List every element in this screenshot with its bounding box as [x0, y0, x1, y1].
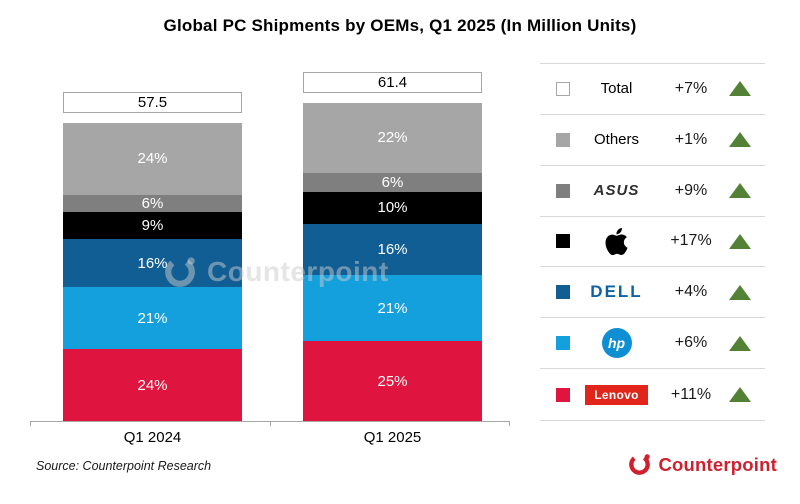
counterpoint-logo-text: Counterpoint	[658, 453, 777, 475]
legend-change-lenovo: +11%	[670, 385, 712, 403]
segment-label-hp: 21%	[377, 299, 408, 317]
legend-row-total: Total +7%	[540, 64, 765, 115]
axis-tick	[509, 421, 510, 426]
total-box-q1-2024: 57.5	[63, 92, 242, 113]
legend-row-hp: hp +6%	[540, 318, 765, 370]
bar-segment-others: 22%	[303, 103, 482, 173]
segment-label-dell: 16%	[137, 254, 168, 272]
legend-change-dell: +4%	[674, 283, 708, 301]
legend-row-lenovo: Lenovo +11%	[540, 369, 765, 420]
apple-swatch	[556, 234, 570, 249]
bar-segment-lenovo: 24%	[63, 349, 242, 421]
segment-label-lenovo: 25%	[377, 372, 408, 390]
up-triangle-icon	[729, 233, 751, 249]
stacked-bar-q1-2025: 22% 6% 10% 16% 21% 25%	[303, 103, 482, 421]
total-value-q1-2025: 61.4	[377, 74, 408, 91]
legend-change-hp: +6%	[674, 334, 708, 352]
bar-segment-dell: 16%	[63, 239, 242, 287]
up-triangle-icon	[729, 335, 751, 351]
bar-segment-others: 24%	[63, 123, 242, 195]
axis-tick	[30, 421, 31, 426]
asus-logo: ASUS	[593, 182, 640, 200]
up-triangle-icon	[729, 132, 751, 148]
up-triangle-icon	[729, 81, 751, 97]
legend-row-dell: DELL +4%	[540, 267, 765, 319]
stacked-bar-q1-2024: 24% 6% 9% 16% 21% 24%	[63, 123, 242, 421]
lenovo-logo: Lenovo	[585, 384, 648, 405]
up-triangle-icon	[729, 387, 751, 403]
legend-change-others: +1%	[674, 130, 708, 148]
lenovo-swatch	[556, 387, 570, 402]
source-note: Source: Counterpoint Research	[36, 459, 212, 473]
counterpoint-logo-icon	[629, 454, 651, 475]
segment-label-others: 22%	[377, 129, 408, 147]
bar-segment-hp: 21%	[63, 286, 242, 350]
segment-label-asus: 6%	[141, 194, 164, 212]
segment-label-dell: 16%	[377, 240, 408, 258]
axis-tick	[270, 421, 271, 426]
segment-label-asus: 6%	[381, 173, 404, 191]
legend-change-total: +7%	[674, 79, 708, 97]
legend-row-asus: ASUS +9%	[540, 166, 765, 217]
segment-label-apple: 9%	[141, 217, 164, 235]
segment-label-others: 24%	[137, 150, 168, 168]
dell-swatch	[556, 285, 570, 300]
x-axis-label-q1-2025: Q1 2025	[363, 429, 422, 446]
bar-segment-lenovo: 25%	[303, 341, 482, 421]
bar-segment-apple: 9%	[63, 212, 242, 240]
legend-row-others: Others +1%	[540, 115, 765, 166]
segment-label-apple: 10%	[377, 199, 408, 217]
legend: Total +7% Others +1% ASUS +9% +17% DELL …	[540, 63, 765, 421]
bar-segment-asus: 6%	[303, 172, 482, 193]
up-triangle-icon	[729, 183, 751, 199]
counterpoint-logo: Counterpoint	[627, 452, 777, 477]
total-box-q1-2025: 61.4	[303, 72, 482, 93]
segment-label-hp: 21%	[137, 309, 168, 327]
legend-label-others: Others	[593, 131, 639, 149]
segment-label-lenovo: 24%	[137, 376, 168, 394]
legend-row-apple: +17%	[540, 217, 765, 268]
others-swatch	[556, 132, 570, 147]
x-axis-label-q1-2024: Q1 2024	[123, 429, 182, 446]
bar-segment-hp: 21%	[303, 274, 482, 342]
page-title: Global PC Shipments by OEMs, Q1 2025 (In…	[163, 16, 637, 35]
bar-segment-dell: 16%	[303, 223, 482, 275]
bar-segment-apple: 10%	[303, 192, 482, 224]
dell-logo: DELL	[590, 282, 643, 302]
legend-label-total: Total	[600, 80, 633, 98]
total-value-q1-2024: 57.5	[137, 94, 168, 111]
legend-change-apple: +17%	[670, 232, 712, 250]
asus-swatch	[556, 183, 570, 198]
bar-segment-asus: 6%	[63, 194, 242, 213]
total-swatch	[556, 81, 570, 96]
apple-logo	[605, 227, 628, 255]
up-triangle-icon	[729, 284, 751, 300]
hp-swatch	[556, 336, 570, 351]
legend-change-asus: +9%	[674, 181, 708, 199]
hp-logo: hp	[601, 328, 632, 359]
